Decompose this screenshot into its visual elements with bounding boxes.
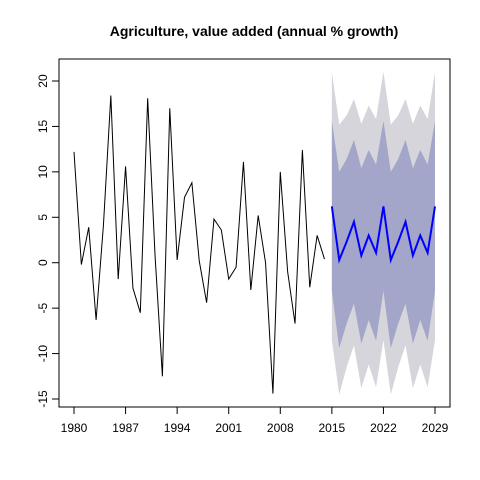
y-tick-label: 5	[36, 214, 50, 221]
x-tick-label: 1987	[112, 421, 139, 435]
series-lines	[73, 95, 436, 394]
y-tick-label: 20	[36, 74, 50, 88]
y-tick-label: -10	[36, 345, 50, 363]
y-tick-label: -15	[36, 390, 50, 408]
y-tick-label: 15	[36, 119, 50, 133]
y-axis: -15 -10 -5 0 5 10 15 20	[36, 74, 60, 408]
x-tick-label: 2001	[215, 421, 242, 435]
x-tick-label: 2022	[370, 421, 397, 435]
chart-title: Agriculture, value added (annual % growt…	[110, 23, 399, 39]
forecast-line	[330, 206, 436, 264]
x-tick-label: 2015	[319, 421, 346, 435]
x-axis: 1980 1987 1994 2001 2008 2015 2022 2029	[61, 406, 449, 435]
x-tick-label: 1980	[61, 421, 88, 435]
forecast-bands	[331, 71, 435, 395]
history-line	[73, 95, 325, 394]
x-tick-label: 2008	[267, 421, 294, 435]
y-tick-label: 0	[36, 259, 50, 266]
y-tick-label: -5	[36, 302, 50, 313]
y-tick-label: 10	[36, 165, 50, 179]
x-tick-label: 2029	[422, 421, 449, 435]
x-tick-label: 1994	[164, 421, 191, 435]
ci80-band	[331, 120, 435, 349]
